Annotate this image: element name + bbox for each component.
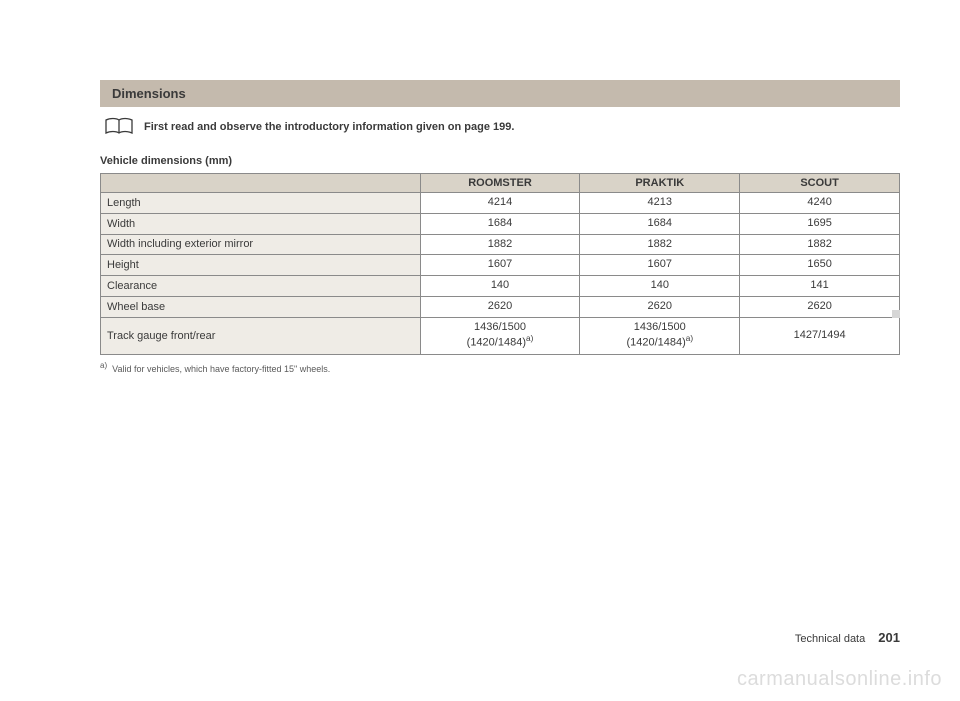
footnote-text: Valid for vehicles, which have factory-f… — [112, 364, 330, 374]
row-value: 2620 — [420, 296, 580, 317]
table-row: Length421442134240 — [101, 193, 900, 214]
row-value: 140 — [580, 276, 740, 297]
table-header-row: ROOMSTER PRAKTIK SCOUT — [101, 174, 900, 193]
row-value: 1684 — [580, 213, 740, 234]
row-label: Width — [101, 213, 421, 234]
footnote: a) Valid for vehicles, which have factor… — [100, 361, 900, 374]
row-value: 1882 — [580, 234, 740, 255]
table-row: Track gauge front/rear1436/1500(1420/148… — [101, 317, 900, 354]
row-value: 1882 — [740, 234, 900, 255]
row-label: Length — [101, 193, 421, 214]
table-header-praktik: PRAKTIK — [580, 174, 740, 193]
row-label: Clearance — [101, 276, 421, 297]
footer-section-label: Technical data — [795, 633, 865, 645]
row-value: 1436/1500(1420/1484)a) — [420, 317, 580, 354]
row-value: 1607 — [580, 255, 740, 276]
row-value: 2620 — [740, 296, 900, 317]
row-value: 1650 — [740, 255, 900, 276]
table-header-scout: SCOUT — [740, 174, 900, 193]
row-value: 141 — [740, 276, 900, 297]
section-end-marker — [892, 310, 900, 318]
dimensions-table: ROOMSTER PRAKTIK SCOUT Length42144213424… — [100, 173, 900, 355]
table-caption: Vehicle dimensions (mm) — [100, 155, 900, 167]
row-value: 1436/1500(1420/1484)a) — [580, 317, 740, 354]
section-header: Dimensions — [100, 80, 900, 107]
row-label: Height — [101, 255, 421, 276]
row-value: 1427/1494 — [740, 317, 900, 354]
note-text: First read and observe the introductory … — [144, 121, 514, 133]
footnote-marker: a) — [100, 361, 107, 370]
row-label: Wheel base — [101, 296, 421, 317]
row-value: 4214 — [420, 193, 580, 214]
row-value: 140 — [420, 276, 580, 297]
row-label: Width including exterior mirror — [101, 234, 421, 255]
row-value: 4240 — [740, 193, 900, 214]
row-value: 2620 — [580, 296, 740, 317]
table-row: Width including exterior mirror188218821… — [101, 234, 900, 255]
row-value: 1695 — [740, 213, 900, 234]
row-label: Track gauge front/rear — [101, 317, 421, 354]
table-row: Height160716071650 — [101, 255, 900, 276]
row-value: 1607 — [420, 255, 580, 276]
book-icon — [104, 117, 134, 137]
table-header-roomster: ROOMSTER — [420, 174, 580, 193]
table-row: Wheel base262026202620 — [101, 296, 900, 317]
row-value: 1684 — [420, 213, 580, 234]
table-header-empty — [101, 174, 421, 193]
row-value: 4213 — [580, 193, 740, 214]
note-row: First read and observe the introductory … — [100, 117, 900, 137]
page-number: 201 — [878, 630, 900, 645]
row-value: 1882 — [420, 234, 580, 255]
page-footer: Technical data 201 — [795, 630, 900, 645]
table-row: Width168416841695 — [101, 213, 900, 234]
table-row: Clearance140140141 — [101, 276, 900, 297]
watermark: carmanualsonline.info — [737, 668, 942, 691]
